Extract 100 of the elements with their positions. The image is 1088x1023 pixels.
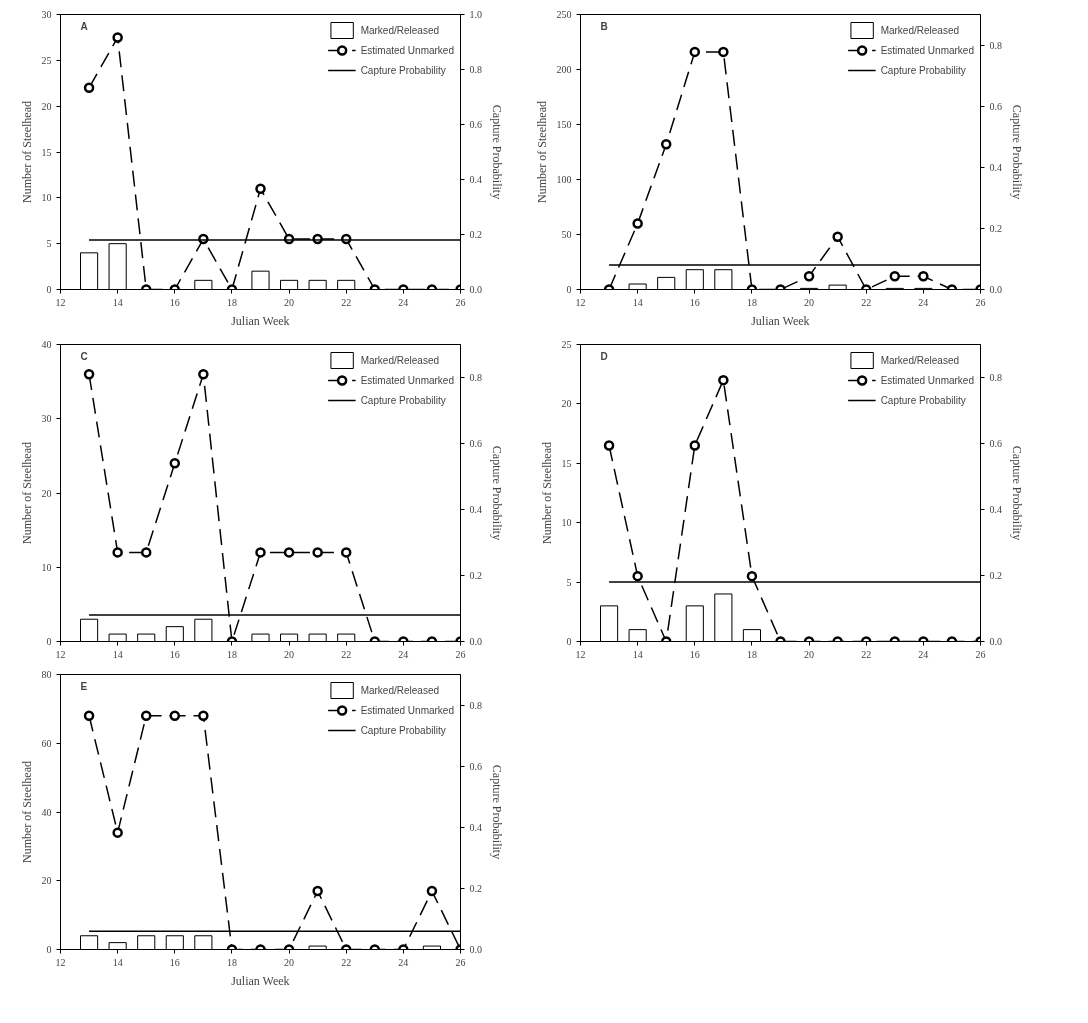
y2-tick-label: 0.6 [469, 438, 482, 449]
x-tick-label: 12 [575, 296, 586, 308]
y2-tick-label: 0.0 [469, 944, 482, 955]
y2-tick-label: 0.6 [989, 100, 1002, 112]
y2-tick-label: 0.8 [469, 64, 482, 75]
x-axis-title: Julian Week [231, 973, 290, 988]
x-tick-label: 14 [112, 956, 123, 968]
y-tick-label: 20 [41, 100, 52, 112]
legend-label: Estimated Unmarked [360, 373, 454, 387]
x-axis-title: Julian Week [231, 313, 290, 328]
x-tick-label: 18 [746, 296, 757, 308]
x-tick-label: 22 [861, 648, 872, 660]
x-tick-label: 22 [341, 956, 352, 968]
x-tick-label: 26 [455, 296, 466, 308]
y2-tick-label: 0.0 [469, 284, 482, 295]
x-tick-label: 18 [226, 296, 237, 308]
x-tick-label: 16 [169, 956, 180, 968]
y2-axis-title: Capture Probability [1010, 445, 1024, 541]
annotation: E [80, 680, 88, 692]
y2-tick-label: 0.4 [989, 161, 1002, 173]
x-tick-label: 18 [226, 648, 237, 660]
y2-tick-label: 0.2 [469, 882, 482, 894]
y2-tick-label: 0.4 [469, 174, 482, 185]
y2-axis-title: Capture Probability [490, 104, 504, 200]
y-tick-label: 20 [561, 398, 572, 410]
x-tick-label: 20 [284, 648, 295, 660]
x-tick-label: 26 [455, 956, 466, 968]
legend-label: Estimated Unmarked [880, 373, 974, 387]
y-tick-label: 25 [41, 54, 52, 66]
x-tick-label: 16 [169, 296, 180, 308]
y-tick-label: 20 [41, 487, 52, 499]
y-tick-label: 0 [46, 636, 52, 647]
y-tick-label: 10 [561, 517, 572, 529]
legend-label: Estimated Unmarked [360, 43, 454, 57]
x-tick-label: 22 [341, 648, 352, 660]
y-tick-label: 0 [566, 636, 572, 647]
annotation: D [600, 350, 608, 362]
legend-label: Marked/Released [880, 23, 959, 37]
x-tick-label: 12 [55, 648, 66, 660]
y2-axis-title: Capture Probability [490, 445, 504, 541]
x-tick-label: 24 [398, 956, 409, 968]
y-tick-label: 0 [46, 944, 52, 955]
y-tick-label: 50 [561, 229, 572, 240]
x-tick-label: 24 [398, 648, 409, 660]
y-tick-label: 15 [41, 146, 52, 158]
x-tick-label: 12 [575, 648, 586, 660]
y-axis-title: Number of Steelhead [534, 101, 549, 203]
y2-tick-label: 0.0 [469, 636, 482, 647]
y2-axis-title: Capture Probability [1010, 104, 1024, 200]
y2-tick-label: 0.8 [989, 372, 1002, 383]
x-tick-label: 12 [55, 956, 66, 968]
legend-label: Capture Probability [880, 393, 966, 407]
x-tick-label: 20 [804, 648, 815, 660]
y-tick-label: 30 [41, 413, 52, 425]
x-tick-label: 26 [975, 648, 986, 660]
legend-label: Capture Probability [360, 393, 446, 407]
legend-label: Marked/Released [360, 683, 439, 697]
legend-label: Estimated Unmarked [360, 703, 454, 717]
y-tick-label: 100 [556, 174, 572, 185]
y2-tick-label: 0.6 [469, 119, 482, 130]
legend-label: Estimated Unmarked [880, 43, 974, 57]
annotation: A [80, 20, 88, 32]
y2-tick-label: 0.6 [469, 760, 482, 772]
x-tick-label: 14 [112, 648, 123, 660]
y2-tick-label: 0.8 [469, 699, 482, 711]
x-tick-label: 16 [169, 648, 180, 660]
x-tick-label: 18 [746, 648, 757, 660]
x-tick-label: 26 [455, 648, 466, 660]
x-tick-label: 26 [975, 296, 986, 308]
x-tick-label: 12 [55, 296, 66, 308]
y-tick-label: 10 [41, 561, 52, 573]
y-tick-label: 20 [41, 875, 52, 887]
y2-tick-label: 1.0 [469, 9, 482, 20]
legend-label: Capture Probability [880, 63, 966, 77]
x-tick-label: 20 [284, 296, 295, 308]
x-tick-label: 24 [398, 296, 409, 308]
legend-label: Capture Probability [360, 723, 446, 737]
x-tick-label: 16 [689, 648, 700, 660]
legend-label: Capture Probability [360, 63, 446, 77]
x-tick-label: 14 [632, 296, 643, 308]
y2-tick-label: 0.4 [989, 504, 1002, 515]
y-tick-label: 10 [41, 192, 52, 204]
y2-tick-label: 0.0 [989, 284, 1002, 295]
y-tick-label: 15 [561, 457, 572, 469]
y-axis-title: Number of Steelhead [19, 761, 34, 863]
y2-tick-label: 0.4 [469, 504, 482, 515]
x-tick-label: 24 [918, 296, 929, 308]
x-tick-label: 20 [284, 956, 295, 968]
x-tick-label: 14 [632, 648, 643, 660]
y-tick-label: 30 [41, 9, 52, 20]
y-axis-title: Number of Steelhead [539, 442, 554, 544]
y-tick-label: 80 [41, 669, 52, 680]
y-tick-label: 40 [41, 339, 52, 350]
y2-tick-label: 0.4 [469, 821, 482, 833]
y-tick-label: 0 [46, 284, 52, 295]
y2-tick-label: 0.6 [989, 438, 1002, 449]
annotation: C [80, 350, 88, 362]
y-tick-label: 25 [561, 339, 572, 350]
y-tick-label: 0 [566, 284, 572, 295]
y2-tick-label: 0.8 [989, 39, 1002, 51]
